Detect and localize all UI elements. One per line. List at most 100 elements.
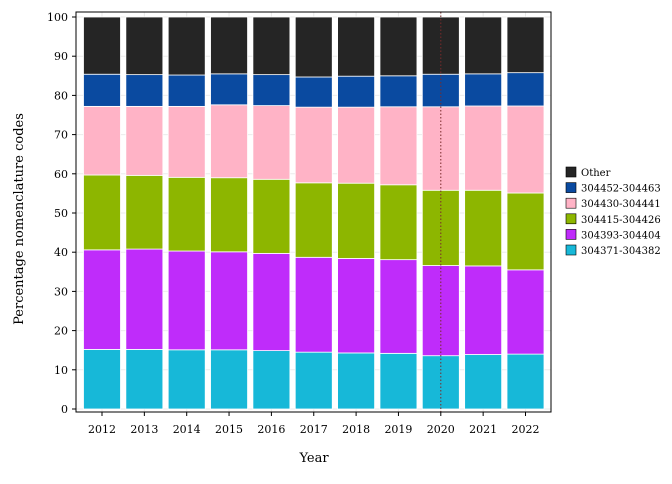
legend-item: 304371-304382 bbox=[565, 244, 661, 257]
legend-swatch bbox=[565, 229, 577, 240]
bar-segment bbox=[294, 256, 333, 353]
bar-segment bbox=[421, 189, 460, 266]
y-tick-label: 0 bbox=[61, 403, 68, 416]
bar-segment bbox=[294, 351, 333, 410]
bar-segment bbox=[83, 73, 121, 107]
bar-segment bbox=[167, 176, 206, 252]
x-tick-label: 2020 bbox=[427, 423, 455, 436]
bar-segment bbox=[337, 352, 376, 410]
bar-segment bbox=[252, 16, 291, 76]
legend-swatch bbox=[565, 197, 577, 209]
bar-segment bbox=[294, 182, 333, 258]
bar-segment bbox=[210, 104, 248, 179]
bar-segment bbox=[506, 72, 545, 107]
bar-segment bbox=[464, 189, 503, 267]
legend-swatch bbox=[565, 213, 577, 225]
bar-segment bbox=[210, 16, 248, 75]
bar-segment bbox=[210, 251, 248, 351]
bar-segment bbox=[379, 75, 418, 108]
bar-segment bbox=[337, 258, 376, 354]
bar-segment bbox=[252, 178, 291, 254]
y-tick-label: 50 bbox=[54, 207, 68, 220]
y-axis: 0 10 20 30 40 50 60 70 80 90 100 bbox=[47, 11, 76, 416]
bar-segment bbox=[337, 182, 376, 259]
legend-swatch bbox=[565, 166, 577, 178]
bar-segment bbox=[379, 16, 418, 77]
bar-segment bbox=[210, 73, 248, 106]
bar-segment bbox=[83, 249, 121, 350]
x-tick-label: 2014 bbox=[173, 423, 201, 436]
bar-segment bbox=[252, 252, 291, 352]
y-tick-label: 100 bbox=[47, 11, 68, 24]
x-tick-label: 2022 bbox=[512, 423, 540, 436]
x-tick-label: 2021 bbox=[469, 423, 497, 436]
y-tick-label: 40 bbox=[54, 246, 68, 259]
bar-segment bbox=[379, 184, 418, 261]
bar-segment bbox=[294, 76, 333, 108]
bars-group bbox=[83, 16, 545, 410]
bar-segment bbox=[379, 352, 418, 410]
legend-item: Other bbox=[565, 166, 611, 179]
bar-segment bbox=[294, 16, 333, 78]
y-tick-label: 30 bbox=[54, 285, 68, 298]
legend-item: 304452-304463 bbox=[565, 182, 661, 195]
y-tick-label: 70 bbox=[54, 129, 68, 142]
bar-segment bbox=[337, 16, 376, 77]
bar-segment bbox=[125, 349, 164, 410]
bar-segment bbox=[83, 16, 121, 75]
legend-swatch bbox=[565, 244, 577, 256]
legend-label: Other bbox=[581, 168, 611, 179]
bar-segment bbox=[337, 75, 376, 108]
bar-segment bbox=[167, 349, 206, 410]
bar-segment bbox=[379, 106, 418, 186]
bar-segment bbox=[464, 16, 503, 75]
x-axis: 2012 2013 2014 2015 2016 2017 2018 2019 2020 2021… bbox=[88, 412, 540, 436]
bar-segment bbox=[252, 74, 291, 106]
bar-segment bbox=[125, 16, 164, 76]
bar-segment bbox=[210, 177, 248, 253]
x-tick-label: 2015 bbox=[215, 423, 243, 436]
bar-segment bbox=[506, 192, 545, 271]
bar-segment bbox=[506, 16, 545, 74]
y-tick-label: 80 bbox=[54, 89, 68, 102]
legend-swatch bbox=[565, 182, 577, 193]
bar-segment bbox=[252, 105, 291, 180]
bar-segment bbox=[125, 105, 164, 176]
bar-segment bbox=[379, 259, 418, 354]
legend-label: 304430-304441 bbox=[581, 199, 661, 210]
legend-item: 304430-304441 bbox=[565, 197, 661, 210]
bar-segment bbox=[125, 174, 164, 250]
legend-label: 304371-304382 bbox=[581, 246, 661, 257]
bar-segment bbox=[337, 106, 376, 184]
x-tick-label: 2016 bbox=[257, 423, 285, 436]
legend-item: 304415-304426 bbox=[565, 213, 661, 226]
x-tick-label: 2013 bbox=[130, 423, 158, 436]
bar-segment bbox=[125, 74, 164, 107]
legend-label: 304415-304426 bbox=[581, 215, 661, 226]
legend-label: 304393-304404 bbox=[581, 230, 661, 241]
x-axis-title: Year bbox=[298, 451, 329, 466]
bar-segment bbox=[167, 250, 206, 351]
bar-segment bbox=[506, 353, 545, 410]
x-tick-label: 2018 bbox=[342, 423, 370, 436]
bar-segment bbox=[464, 265, 503, 355]
bar-segment bbox=[294, 106, 333, 184]
bar-segment bbox=[421, 355, 460, 410]
y-tick-label: 10 bbox=[54, 364, 68, 377]
bar-segment bbox=[464, 105, 503, 191]
y-axis-title: Percentage nomenclature codes bbox=[12, 113, 27, 325]
legend: Other 304452-304463 304430-304441 304415-30… bbox=[565, 166, 661, 257]
bar-segment bbox=[167, 105, 206, 178]
bar-segment bbox=[252, 350, 291, 410]
bar-segment bbox=[464, 354, 503, 410]
bar-segment bbox=[167, 16, 206, 76]
bar-segment bbox=[83, 174, 121, 251]
legend-item: 304393-304404 bbox=[565, 229, 661, 241]
legend-label: 304452-304463 bbox=[581, 184, 661, 195]
bar-segment bbox=[83, 105, 121, 176]
bar-segment bbox=[125, 248, 164, 350]
y-tick-label: 20 bbox=[54, 325, 68, 338]
bar-segment bbox=[506, 105, 545, 194]
